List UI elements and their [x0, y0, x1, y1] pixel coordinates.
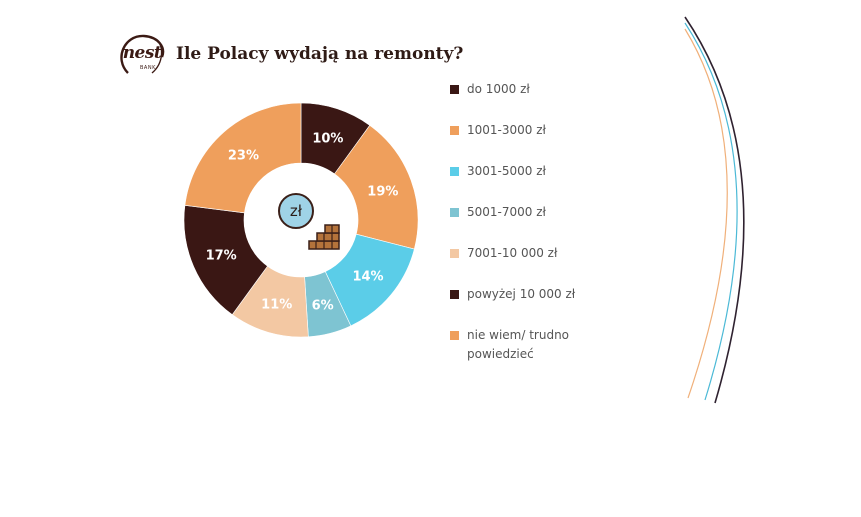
- legend-item: 3001-5000 zł: [450, 162, 610, 181]
- legend-label: 7001-10 000 zł: [467, 246, 558, 260]
- legend-label: do 1000 zł: [467, 82, 530, 96]
- chart-title: Ile Polacy wydają na remonty?: [176, 44, 464, 64]
- legend-item: 1001-3000 zł: [450, 121, 610, 140]
- legend-swatch: [450, 331, 459, 340]
- coin-stack-icon: [308, 224, 340, 250]
- decorative-arcs: [684, 16, 745, 404]
- legend-label: 1001-3000 zł: [467, 123, 546, 137]
- legend-swatch: [450, 126, 459, 135]
- legend-item: powyżej 10 000 zł: [450, 285, 610, 304]
- coin-icon: zł: [278, 193, 314, 229]
- logo-swirl-icon: [120, 34, 165, 74]
- bank-logo: nest BANK: [118, 33, 166, 79]
- logo-sub-text: BANK: [140, 65, 156, 71]
- slice-data-label: 19%: [367, 185, 398, 200]
- legend-swatch: [450, 167, 459, 176]
- arc-dark: [684, 16, 745, 404]
- arc-orange: [684, 28, 728, 399]
- legend-label: 3001-5000 zł: [467, 164, 546, 178]
- legend-swatch: [450, 290, 459, 299]
- arc-cyan: [684, 22, 738, 401]
- legend-swatch: [450, 208, 459, 217]
- legend-item: nie wiem/ trudno powiedzieć: [450, 326, 580, 364]
- legend-label: 5001-7000 zł: [467, 205, 546, 219]
- slice-data-label: 23%: [228, 149, 259, 164]
- slice-data-label: 17%: [206, 249, 237, 264]
- logo-brand-text: nest: [122, 43, 162, 63]
- slice-data-label: 11%: [261, 298, 292, 313]
- legend-swatch: [450, 249, 459, 258]
- slice-data-label: 14%: [352, 269, 383, 284]
- legend-swatch: [450, 85, 459, 94]
- legend-item: do 1000 zł: [450, 80, 610, 99]
- slice-data-label: 10%: [312, 131, 343, 146]
- slice-data-label: 6%: [312, 298, 334, 313]
- legend-item: 5001-7000 zł: [450, 203, 610, 222]
- center-money-icon: zł: [278, 193, 340, 253]
- legend-item: 7001-10 000 zł: [450, 244, 610, 263]
- currency-symbol: zł: [289, 202, 303, 220]
- legend-label: nie wiem/ trudno powiedzieć: [467, 328, 570, 361]
- legend-label: powyżej 10 000 zł: [467, 287, 576, 301]
